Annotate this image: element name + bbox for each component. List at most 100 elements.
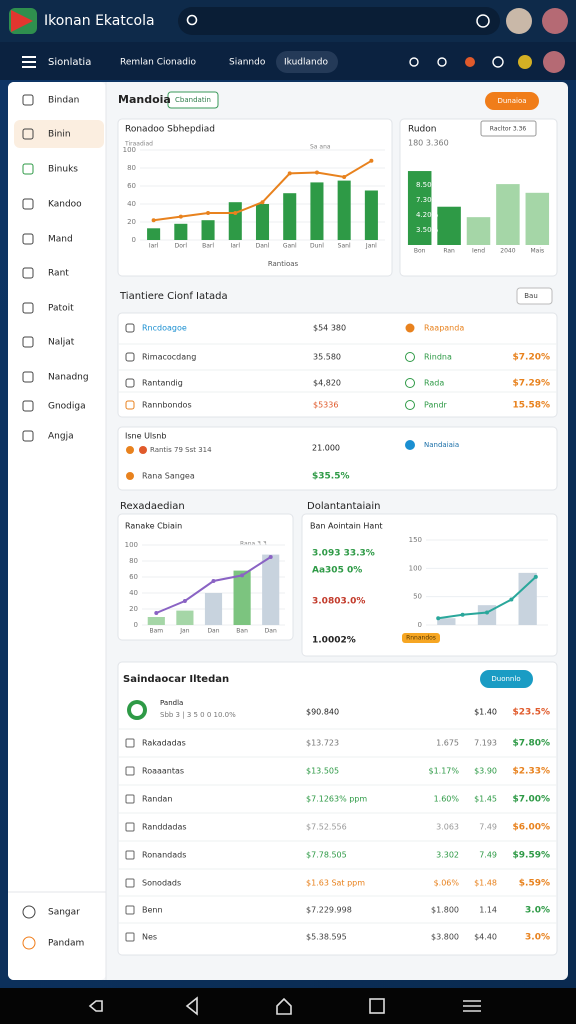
y-tick-label: 100	[125, 541, 138, 549]
checkbox[interactable]	[125, 850, 135, 860]
bar	[364, 190, 378, 240]
cell: $7.80%	[513, 739, 551, 749]
sidebar-item[interactable]: Mand	[48, 235, 73, 245]
system-icons	[88, 996, 481, 1016]
checkbox[interactable]	[125, 766, 135, 776]
bar	[228, 202, 242, 240]
badge	[167, 91, 219, 109]
sidebar-item[interactable]: Gnodiga	[48, 402, 86, 412]
search-bar[interactable]	[178, 7, 500, 35]
dropdown[interactable]	[516, 287, 553, 305]
avatar[interactable]	[542, 8, 568, 34]
sidebar-item[interactable]: Binuks	[48, 165, 78, 175]
sidebar-item[interactable]: Sangar	[48, 908, 80, 918]
nav-tab[interactable]: Ikudlando	[284, 58, 328, 68]
sidebar-item[interactable]: Bindan	[48, 96, 79, 106]
sidebar-item[interactable]: Binin	[48, 130, 71, 140]
bar	[518, 572, 537, 625]
stat: 1.0002%	[312, 636, 356, 646]
sidebar-icon	[22, 198, 34, 210]
cell: $13.723	[306, 739, 339, 748]
nav-tab[interactable]: Remlan Cionadio	[120, 58, 196, 68]
card-icon	[405, 440, 415, 450]
sidebar-icon	[22, 302, 34, 314]
cell: $6.00%	[513, 823, 551, 833]
x-tick-label: Iarl	[230, 243, 240, 250]
row-name: Raapanda	[424, 324, 464, 333]
bar	[204, 593, 223, 625]
y-tick-label: 60	[127, 182, 136, 190]
line-point	[460, 612, 465, 617]
line-point	[485, 610, 489, 615]
sidebar-item[interactable]: Angja	[48, 432, 74, 442]
menu-icon[interactable]	[22, 56, 36, 68]
checkbox[interactable]	[125, 878, 135, 888]
cell: $.06%	[434, 879, 460, 888]
checkbox[interactable]	[125, 905, 135, 915]
bar	[466, 217, 491, 245]
x-tick-label: Mais	[530, 248, 544, 255]
checkbox[interactable]	[125, 822, 135, 832]
nav-tab[interactable]: Sianndo	[229, 58, 266, 68]
chart-title: Ronadoo Sbhepdiad	[125, 125, 215, 135]
system-nav	[0, 988, 576, 1024]
bar	[310, 182, 324, 240]
sidebar-icon	[22, 233, 34, 245]
logo-mark	[11, 10, 33, 32]
dropdown-text[interactable]: Bau	[524, 292, 538, 300]
y-tick-label: 100	[123, 146, 136, 154]
nav-icon[interactable]	[518, 55, 532, 69]
bar	[147, 228, 161, 240]
y-tick-label: 40	[129, 589, 138, 597]
sidebar-item[interactable]: Rant	[48, 269, 69, 279]
sidebar-item[interactable]: Naljat	[48, 338, 75, 348]
cell: Ronandads	[142, 851, 186, 860]
cell: $7.78.505	[306, 851, 347, 860]
active-tab[interactable]	[276, 51, 338, 73]
table-button[interactable]	[480, 670, 533, 688]
cell: $3.800	[431, 933, 459, 942]
sidebar-item[interactable]: Nanadng	[48, 373, 89, 383]
sidebar-item[interactable]: Kandoo	[48, 200, 82, 210]
checkbox[interactable]	[125, 794, 135, 804]
line-point	[211, 579, 216, 583]
cell: $1.45	[474, 795, 497, 804]
nav-icon[interactable]	[465, 57, 475, 67]
clock-icon[interactable]	[476, 14, 490, 28]
primary-button[interactable]	[485, 92, 539, 110]
bar	[283, 193, 297, 240]
row-value: $7.29%	[513, 379, 551, 389]
button-text[interactable]: Duonnlo	[491, 675, 520, 683]
button-text[interactable]: Dunaioa	[497, 97, 526, 105]
row-name: Rantis 79 Sst 314	[150, 446, 212, 454]
table-head: $23.5%	[513, 708, 551, 718]
cell: $13.505	[306, 767, 339, 776]
search-icon	[186, 14, 198, 26]
bar	[496, 184, 520, 245]
bar	[176, 610, 194, 625]
checkbox[interactable]	[125, 738, 135, 748]
table-head: Pandla	[160, 699, 183, 707]
sidebar-item[interactable]: Pandam	[48, 939, 84, 949]
avatar[interactable]	[506, 8, 532, 34]
section-title: Mandoia	[118, 93, 171, 106]
bar	[437, 206, 461, 245]
bar	[201, 220, 215, 240]
avatar[interactable]	[543, 51, 565, 73]
filter-button[interactable]	[480, 120, 537, 137]
table-title: Saindaocar Iltedan	[123, 674, 229, 685]
axis-label: Rantioas	[268, 260, 299, 268]
cell: 3.302	[436, 851, 459, 860]
sidebar-icon	[22, 400, 34, 412]
cell: $7.1263% ppm	[306, 795, 367, 804]
row-name: Pandr	[424, 401, 448, 410]
row-value: 15.58%	[513, 401, 551, 411]
checkbox[interactable]	[125, 932, 135, 942]
sidebar-active[interactable]	[14, 120, 104, 148]
section-title: Rexadaedian	[120, 501, 185, 512]
button-text[interactable]: Racltor 3.36	[490, 126, 527, 133]
x-tick-label: Iend	[472, 248, 485, 255]
sidebar-item[interactable]: Patoit	[48, 304, 74, 314]
y-tick-label: 0	[418, 621, 422, 629]
row-name: Rncdoagoe	[142, 324, 187, 333]
